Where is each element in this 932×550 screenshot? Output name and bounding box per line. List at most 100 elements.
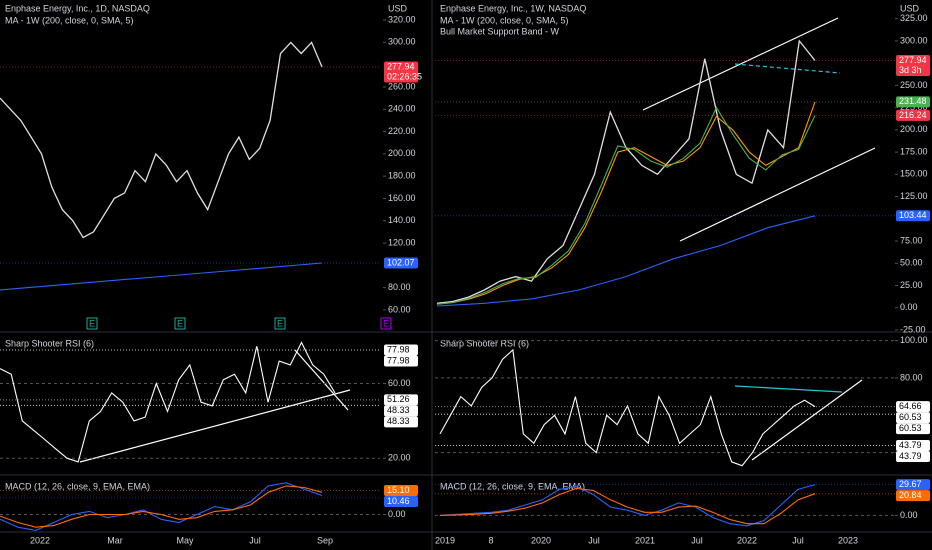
x-tick-label: Mar [107, 535, 123, 545]
y-tick-label: 25.00 [900, 280, 923, 290]
trendline [642, 17, 839, 111]
y-tick-label: 80.00 [900, 372, 923, 382]
y-tick-label: 60.00 [388, 304, 411, 314]
price-marker [896, 401, 930, 413]
trendline [734, 63, 841, 74]
y-tick-label: 100.00 [900, 335, 928, 345]
y-tick-label: 260.00 [388, 81, 416, 91]
marker-extra: 3d 3h [899, 65, 922, 75]
price-marker [384, 257, 418, 269]
event-icon [174, 317, 186, 330]
price-marker [896, 210, 930, 222]
trendline [679, 147, 876, 242]
x-tick-label: Jul [588, 535, 600, 545]
price-marker [896, 440, 930, 452]
x-tick-label: 2020 [531, 535, 551, 545]
y-tick-label: 180.00 [388, 171, 416, 181]
x-tick-label: Jul [792, 535, 804, 545]
price-marker [384, 61, 418, 83]
indicator-label: Bull Market Support Band - W [440, 26, 560, 36]
price-marker [896, 109, 930, 121]
marker-label: 15.10 [387, 485, 410, 495]
indicator-title: MACD (12, 26, close, 9, EMA, EMA) [440, 481, 585, 491]
marker-label: 29.67 [899, 479, 922, 489]
marker-label: 77.98 [387, 355, 410, 365]
marker-label: 20.84 [899, 490, 922, 500]
x-tick-label: May [176, 535, 194, 545]
y-tick-label: 250.00 [900, 80, 928, 90]
y-tick-label: 0.00 [388, 509, 406, 519]
series-band-sma [436, 101, 816, 305]
marker-label: 51.26 [387, 394, 410, 404]
y-tick-label: 125.00 [900, 191, 928, 201]
series-signal [0, 485, 323, 528]
y-tick-label: 50.00 [900, 258, 923, 268]
indicator-title: Sharp Shooter RSI (6) [5, 338, 94, 348]
marker-label: 277.94 [387, 61, 415, 71]
event-label: E [89, 318, 95, 328]
price-marker [896, 412, 930, 424]
price-marker [384, 394, 418, 406]
marker-label: 102.07 [387, 257, 415, 267]
trendlines [79, 17, 876, 463]
x-tick-label: Jul [691, 535, 703, 545]
marker-label: 216.24 [899, 110, 927, 120]
y-tick-label: 220.00 [388, 126, 416, 136]
x-tick-label: Sep [317, 535, 333, 545]
marker-label: 60.53 [899, 412, 922, 422]
price-marker [384, 416, 418, 428]
x-tick-label: 2022 [737, 535, 757, 545]
y-tick-label: 20.00 [388, 453, 411, 463]
y-tick-label: 0.00 [900, 302, 918, 312]
y-tick-label: 140.00 [388, 215, 416, 225]
x-tick-label: 8 [488, 535, 493, 545]
y-tick-label: 240.00 [388, 104, 416, 114]
trendline [751, 379, 863, 461]
event-label: E [383, 318, 389, 328]
event-icon [274, 317, 286, 330]
pane-title: Enphase Energy, Inc., 1D, NASDAQ [5, 3, 150, 13]
event-label: E [177, 318, 183, 328]
y-tick-label: 300.00 [388, 37, 416, 47]
indicator-label: MA - 1W (200, close, 0, SMA, 5) [5, 15, 134, 25]
currency: USD [900, 3, 920, 13]
series-signal [439, 487, 816, 525]
price-marker [384, 355, 418, 367]
y-tick-label: 150.00 [900, 169, 928, 179]
y-tick-label: 60.00 [388, 378, 411, 388]
event-icon [380, 317, 392, 330]
y-tick-label: 160.00 [388, 193, 416, 203]
trendline [734, 385, 843, 393]
y-tick-label: 120.00 [388, 237, 416, 247]
marker-label: 277.94 [899, 55, 927, 65]
marker-label: 231.48 [899, 96, 927, 106]
price-marker [384, 344, 418, 356]
marker-label: 64.66 [899, 401, 922, 411]
x-tick-label: 2021 [635, 535, 655, 545]
series-rsi [0, 341, 336, 463]
price-marker [896, 479, 930, 491]
y-tick-label: 0.00 [900, 510, 918, 520]
marker-label: 10.46 [387, 496, 410, 506]
marker-label: 103.44 [899, 210, 927, 220]
marker-label: 43.79 [899, 440, 922, 450]
event-icon [86, 317, 98, 330]
price-marker [384, 496, 418, 508]
y-tick-label: 325.00 [900, 13, 928, 23]
x-tick-label: 2019 [435, 535, 455, 545]
price-marker [896, 55, 930, 77]
trendline [79, 389, 351, 463]
x-tick-label: 2023 [838, 535, 858, 545]
pane-title: Enphase Energy, Inc., 1W, NASDAQ [440, 3, 586, 13]
currency: USD [388, 3, 408, 13]
y-tick-label: 175.00 [900, 146, 928, 156]
event-label: E [277, 318, 283, 328]
y-tick-label: 75.00 [900, 235, 923, 245]
price-marker [896, 96, 930, 108]
indicator-label: MA - 1W (200, close, 0, SMA, 5) [440, 15, 569, 25]
series-band-ema [436, 106, 816, 305]
marker-extra: 02:26:35 [387, 71, 422, 81]
